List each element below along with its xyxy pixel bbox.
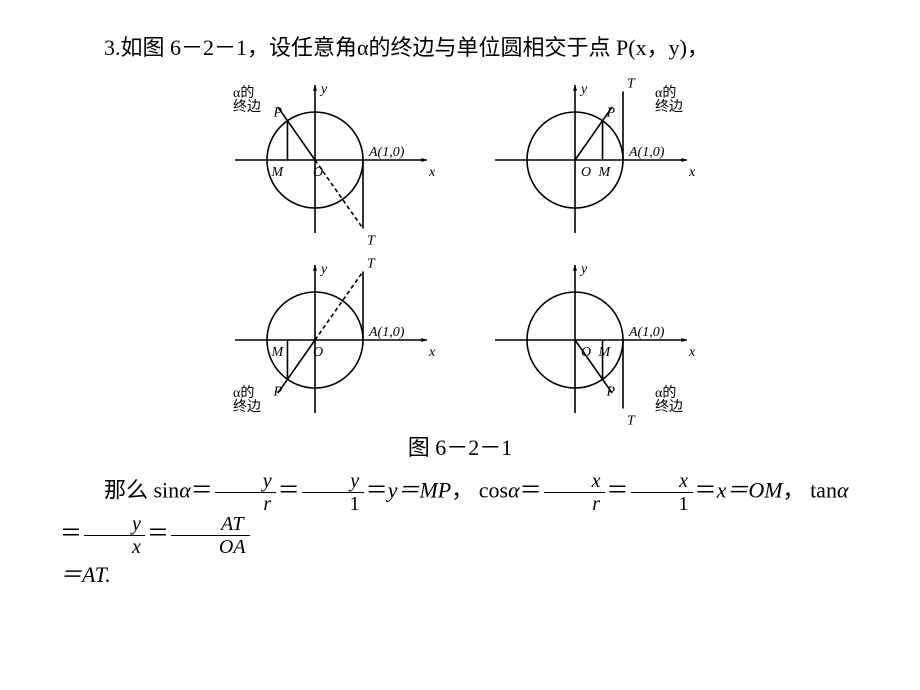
- frac-y-r-num: y: [215, 471, 276, 493]
- frac-y-1-den: 1: [302, 493, 364, 514]
- eq-at-text: ＝AT.: [60, 562, 111, 587]
- frac-x-1-num: x: [631, 471, 693, 493]
- frac-y-x-den: x: [84, 536, 145, 557]
- eq-3: ＝: [366, 478, 388, 503]
- diagram-q2: y x A(1,0) O M P Tα的终边: [215, 75, 445, 245]
- diagram-q3: y x A(1,0) O M P Tα的终边: [215, 255, 445, 425]
- frac-at-oa-num: AT: [171, 514, 250, 536]
- svg-text:M: M: [598, 165, 612, 180]
- figure-row-1: yxA(1,0)OMPTα的终边 yxA(1,0)OMPTα的终边: [215, 75, 705, 245]
- frac-x-r-den: r: [544, 493, 605, 514]
- svg-text:M: M: [270, 165, 284, 180]
- eq-8: ＝: [147, 521, 169, 546]
- frac-x-r: xr: [544, 471, 605, 514]
- svg-text:A(1,0): A(1,0): [368, 145, 405, 160]
- comma-2: ，: [783, 478, 805, 503]
- figure-row-2: yxA(1,0)OMPTα的终边 yxA(1,0)OMPTα的终边: [215, 255, 705, 425]
- diagram-q1: y x A(1,0) OM PTα的终边: [475, 75, 705, 245]
- svg-text:x: x: [688, 165, 696, 180]
- svg-text:O: O: [313, 345, 323, 360]
- svg-text:y: y: [319, 82, 328, 97]
- figure-caption: 图 6－2－1: [60, 430, 860, 465]
- svg-text:O: O: [313, 165, 323, 180]
- svg-text:α的终边: α的终边: [655, 385, 683, 415]
- formula-line-2: ＝AT.: [60, 557, 860, 592]
- svg-text:P: P: [272, 106, 282, 121]
- svg-text:x: x: [428, 165, 436, 180]
- svg-text:x: x: [688, 345, 696, 360]
- frac-y-r: yr: [215, 471, 276, 514]
- tan-lead: tan: [810, 478, 837, 503]
- svg-text:A(1,0): A(1,0): [628, 145, 665, 160]
- figure-grid: yxA(1,0)OMPTα的终边 yxA(1,0)OMPTα的终边 yxA(1,…: [60, 75, 860, 425]
- frac-y-1: y1: [302, 471, 364, 514]
- svg-text:y: y: [579, 262, 588, 277]
- svg-text:P: P: [272, 385, 282, 400]
- svg-text:P: P: [606, 106, 616, 121]
- alpha-2: α: [508, 478, 520, 503]
- eq-6: ＝: [695, 478, 717, 503]
- formula-lead: 那么 sin: [104, 478, 179, 503]
- svg-text:α的终边: α的终边: [233, 385, 261, 415]
- svg-text:T: T: [367, 257, 376, 272]
- svg-text:T: T: [627, 77, 636, 92]
- formula-line-1: 那么 sinα＝yr＝y1＝y＝MP， cosα＝xr＝x1＝x＝OM， tan…: [60, 471, 860, 557]
- frac-at-oa: ATOA: [171, 514, 250, 557]
- x-eq-om: x＝OM: [717, 478, 783, 503]
- svg-text:T: T: [367, 234, 376, 245]
- svg-text:M: M: [598, 345, 612, 360]
- eq-1: ＝: [191, 478, 213, 503]
- frac-y-x: yx: [84, 514, 145, 557]
- svg-text:T: T: [627, 414, 636, 425]
- y-eq-mp: y＝MP: [388, 478, 452, 503]
- cos-lead: cos: [479, 478, 508, 503]
- svg-text:O: O: [581, 345, 591, 360]
- intro-text: 3.如图 6－2－1，设任意角α的终边与单位圆相交于点 P(x，y)，: [60, 30, 860, 65]
- svg-text:M: M: [270, 345, 284, 360]
- svg-text:α的终边: α的终边: [655, 85, 683, 115]
- svg-text:α的终边: α的终边: [233, 85, 261, 115]
- svg-text:A(1,0): A(1,0): [628, 325, 665, 340]
- frac-at-oa-den: OA: [171, 536, 250, 557]
- eq-2: ＝: [278, 478, 300, 503]
- diagram-q4: y x A(1,0) OM P Tα的终边: [475, 255, 705, 425]
- frac-x-1-den: 1: [631, 493, 693, 514]
- frac-x-1: x1: [631, 471, 693, 514]
- alpha-1: α: [179, 478, 191, 503]
- svg-text:P: P: [606, 385, 616, 400]
- eq-7: ＝: [60, 521, 82, 546]
- eq-5: ＝: [607, 478, 629, 503]
- comma-1: ，: [451, 478, 473, 503]
- svg-text:O: O: [581, 165, 591, 180]
- svg-text:x: x: [428, 345, 436, 360]
- svg-text:y: y: [319, 262, 328, 277]
- svg-text:y: y: [579, 82, 588, 97]
- alpha-3: α: [837, 478, 849, 503]
- svg-text:A(1,0): A(1,0): [368, 325, 405, 340]
- eq-4: ＝: [520, 478, 542, 503]
- frac-x-r-num: x: [544, 471, 605, 493]
- frac-y-r-den: r: [215, 493, 276, 514]
- frac-y-1-num: y: [302, 471, 364, 493]
- frac-y-x-num: y: [84, 514, 145, 536]
